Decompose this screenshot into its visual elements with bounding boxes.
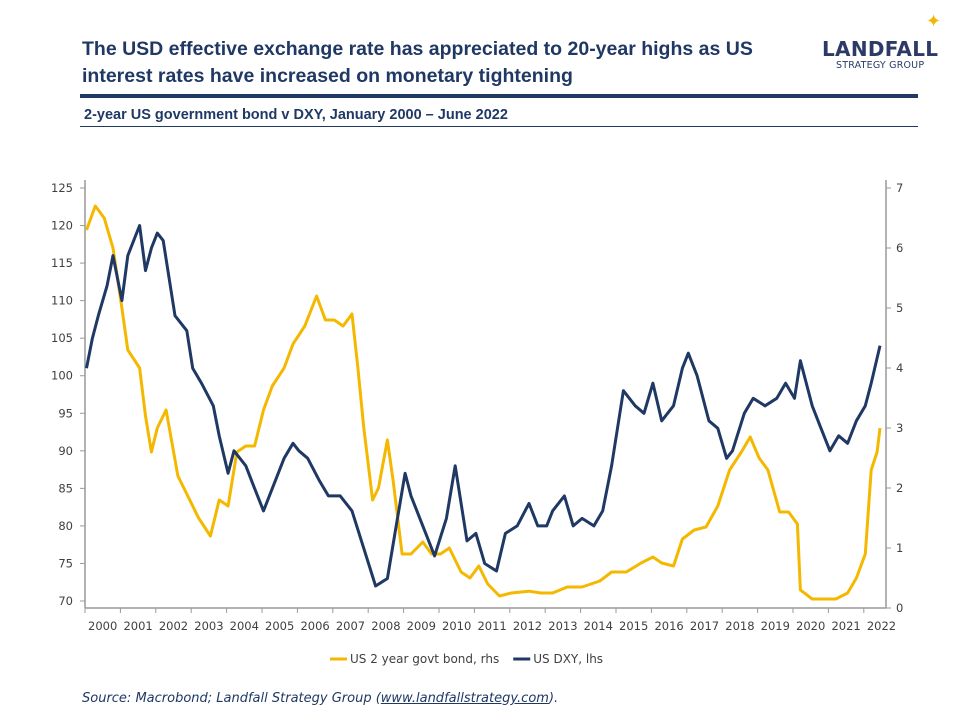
right-tick-label: 1 <box>896 541 903 555</box>
left-tick-label: 110 <box>51 294 73 308</box>
chart-headline: The USD effective exchange rate has appr… <box>82 38 753 87</box>
x-tick-label: 2000 <box>88 619 117 633</box>
x-tick-label: 2006 <box>300 619 329 633</box>
right-tick-label: 4 <box>896 361 903 375</box>
header: The USD effective exchange rate has appr… <box>80 36 920 127</box>
left-tick-label: 90 <box>58 444 73 458</box>
left-tick-label: 95 <box>58 406 73 420</box>
x-tick-label: 2001 <box>123 619 152 633</box>
x-tick-label: 2020 <box>796 619 825 633</box>
logo-main-text: LANDFALL <box>822 37 939 61</box>
x-tick-label: 2019 <box>761 619 790 633</box>
x-tick-label: 2012 <box>513 619 542 633</box>
x-tick-label: 2013 <box>548 619 577 633</box>
x-tick-label: 2007 <box>336 619 365 633</box>
x-tick-label: 2005 <box>265 619 294 633</box>
x-tick-label: 2015 <box>619 619 648 633</box>
source-note: Source: Macrobond; Landfall Strategy Gro… <box>82 691 558 706</box>
header-divider <box>80 94 918 98</box>
x-tick-label: 2004 <box>230 619 259 633</box>
x-tick-label: 2008 <box>371 619 400 633</box>
left-tick-label: 115 <box>51 256 73 270</box>
left-tick-label: 80 <box>58 519 73 533</box>
source-suffix: ). <box>548 691 559 706</box>
right-tick-label: 3 <box>896 421 903 435</box>
x-tick-label: 2018 <box>725 619 754 633</box>
x-tick-label: 2003 <box>194 619 223 633</box>
right-tick-label: 5 <box>896 301 903 315</box>
bond-yield-line <box>85 204 882 601</box>
landfall-logo: LANDFALL STRATEGY GROUP <box>822 38 938 72</box>
subtitle-divider <box>80 126 918 127</box>
right-tick-label: 6 <box>896 241 903 255</box>
x-tick-label: 2009 <box>407 619 436 633</box>
x-tick-label: 2017 <box>690 619 719 633</box>
source-prefix: Source: Macrobond; Landfall Strategy Gro… <box>82 691 381 706</box>
x-tick-label: 2011 <box>477 619 506 633</box>
right-tick-label: 7 <box>896 181 903 195</box>
chart-subtitle: 2-year US government bond v DXY, January… <box>84 107 508 123</box>
right-tick-label: 0 <box>896 601 903 615</box>
logo-sub-text: STRATEGY GROUP <box>836 60 925 71</box>
left-tick-label: 100 <box>51 369 73 383</box>
source-link[interactable]: www.landfallstrategy.com <box>380 691 549 706</box>
left-tick-label: 105 <box>51 331 73 345</box>
x-tick-label: 2016 <box>654 619 683 633</box>
legend-label: US DXY, lhs <box>533 652 603 666</box>
left-tick-label: 120 <box>51 219 73 233</box>
x-tick-label: 2010 <box>442 619 471 633</box>
star-icon: ✦ <box>926 11 942 32</box>
x-tick-label: 2002 <box>159 619 188 633</box>
left-tick-label: 125 <box>51 181 73 195</box>
x-tick-label: 2022 <box>867 619 896 633</box>
left-tick-label: 85 <box>58 481 73 495</box>
legend-label: US 2 year govt bond, rhs <box>350 652 499 666</box>
x-tick-label: 2021 <box>831 619 860 633</box>
x-tick-label: 2014 <box>584 619 613 633</box>
left-tick-label: 70 <box>58 594 73 608</box>
right-tick-label: 2 <box>896 481 903 495</box>
dxy-line <box>85 224 882 588</box>
left-tick-label: 75 <box>58 556 73 570</box>
